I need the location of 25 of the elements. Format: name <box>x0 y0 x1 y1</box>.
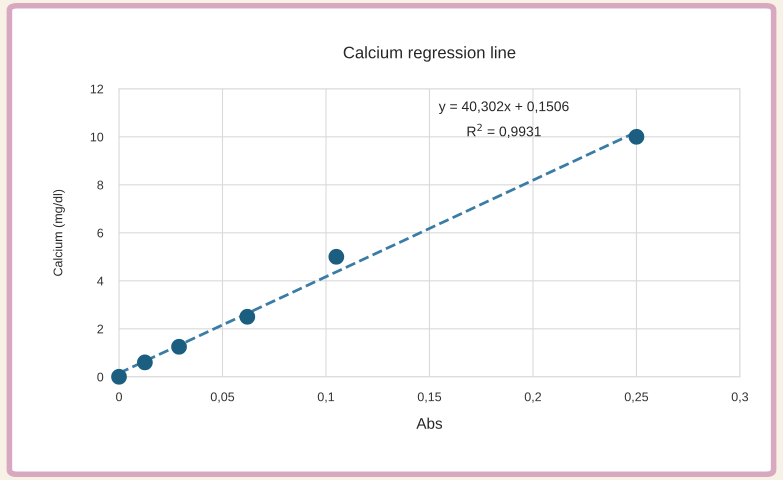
annotation: R$^{2}$ = 0,9931 <box>468 124 541 138</box>
y-tick-label: 10 <box>90 132 104 142</box>
y-axis-title: Calcium (mg/dl) <box>53 190 65 276</box>
y-tick-label: 12 <box>90 84 104 94</box>
x-tick-label: 0,1 <box>318 392 334 403</box>
point <box>171 338 187 355</box>
chart-title: Calcium regression line <box>344 46 516 62</box>
y-tick-label: 0 <box>97 372 104 382</box>
y-tick-label: 2 <box>97 324 104 334</box>
y-tick-label: 4 <box>97 276 104 286</box>
point <box>328 248 344 265</box>
annotation: y = 40,302x + 0,1506 <box>438 101 569 114</box>
x-tick-label: 0,15 <box>418 392 442 403</box>
x-tick-label: 0,25 <box>624 392 648 403</box>
x-axis-title: Abs <box>416 418 442 429</box>
x-tick-label: 0 <box>116 392 122 402</box>
point <box>111 368 127 385</box>
y-tick-label: 6 <box>97 228 104 238</box>
x-tick-label: 0,05 <box>210 392 234 403</box>
point <box>137 354 153 370</box>
x-tick-label: 0,3 <box>732 392 748 403</box>
x-tick-label: 0,2 <box>524 392 542 403</box>
point <box>239 308 256 325</box>
point <box>628 128 644 145</box>
y-tick-label: 8 <box>97 180 104 190</box>
